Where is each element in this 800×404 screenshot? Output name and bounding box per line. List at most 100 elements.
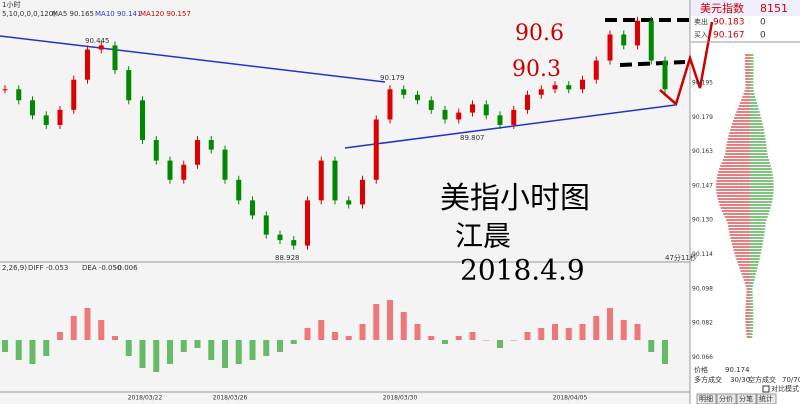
candle [593, 60, 599, 80]
field: DIFF -0.053 [28, 264, 68, 272]
field: -0.006 [115, 264, 138, 272]
candle [305, 200, 310, 246]
macd-bar [428, 336, 435, 340]
candle [153, 140, 159, 161]
axis-label: 90.066 [692, 354, 713, 361]
tab[interactable] [696, 393, 717, 404]
period: 1小时 [2, 0, 20, 9]
candle [511, 109, 517, 125]
macd-bar [497, 340, 503, 348]
support [619, 60, 686, 67]
macd-bar [290, 340, 297, 344]
label: 卖出 [694, 17, 708, 26]
compare[interactable]: 对比模式 [771, 384, 799, 393]
macd-bar [620, 320, 627, 340]
date-label: 2018/03/26 [213, 395, 248, 402]
date-label: 2018/03/22 [128, 395, 163, 402]
macd-bar [538, 328, 545, 340]
tab-label[interactable]: 分笔 [739, 394, 753, 403]
macd-bar [15, 340, 22, 360]
sell-price: 90.183 [713, 18, 745, 28]
macd-bar [359, 324, 366, 340]
annotation: 江晨 [455, 220, 511, 253]
candle [373, 119, 379, 180]
macd-bar [387, 300, 393, 340]
macd-bar [469, 332, 476, 340]
candle [635, 20, 640, 46]
candle [387, 89, 393, 120]
price-label: 88.928 [275, 254, 300, 262]
candle [525, 94, 530, 110]
trendline [344, 104, 676, 149]
field: MA120 90.157 [140, 10, 191, 18]
tab-label[interactable]: 明细 [699, 394, 713, 403]
tab-label[interactable]: 统计 [759, 394, 773, 403]
arrow-path [659, 21, 714, 107]
candle [222, 149, 228, 180]
candle [277, 234, 283, 241]
candle [470, 104, 475, 113]
candle [415, 94, 420, 101]
candle [263, 215, 269, 235]
macd-bar [112, 336, 118, 340]
price: 90.174 [725, 366, 750, 374]
axis-label: 90.179 [692, 114, 713, 121]
macd-bar [249, 340, 256, 360]
macd-bar [2, 340, 8, 352]
candle [43, 115, 49, 125]
macd-bar [455, 336, 462, 340]
macd-bar [70, 316, 77, 340]
tab[interactable] [716, 393, 737, 404]
label: 多方成交 [694, 375, 722, 384]
macd-bar [483, 340, 490, 341]
short: 70/70 [782, 376, 800, 384]
candle [57, 109, 63, 125]
tab[interactable] [756, 393, 777, 404]
tab-label[interactable]: 分价 [719, 394, 733, 403]
candle [2, 89, 8, 91]
candle [98, 45, 104, 50]
macd-bar [607, 308, 613, 340]
date-label: 2018/03/30 [383, 395, 418, 402]
label: 价格 [694, 365, 708, 374]
field: 2,26,9) [2, 264, 27, 272]
macd-bar [318, 320, 325, 340]
candle [621, 34, 627, 46]
countdown: 47分11秒 [665, 253, 697, 262]
macd-bar [662, 340, 668, 364]
symbol-name: 美元指数 [700, 1, 744, 15]
trendline [0, 35, 386, 83]
candle [181, 164, 187, 180]
candle [318, 160, 324, 201]
tab[interactable] [736, 393, 757, 404]
axis-label: 90.098 [692, 285, 713, 292]
macd-bar [222, 340, 228, 368]
candle [250, 200, 255, 216]
candle [112, 45, 118, 71]
candle [346, 200, 352, 205]
field: MA5 90.165 [52, 10, 94, 18]
candle [428, 100, 434, 110]
candle [662, 60, 668, 90]
candle [332, 160, 338, 201]
annotation: 90.6 [515, 21, 564, 46]
macd-bar [648, 340, 655, 352]
macd-bar [579, 324, 586, 340]
candle [401, 89, 407, 95]
macd-bar [208, 340, 215, 360]
macd-bar [57, 332, 63, 340]
date-label: 2018/04/05 [553, 395, 588, 402]
candle [140, 100, 145, 141]
candle [208, 140, 214, 150]
macd-bar [180, 340, 187, 352]
macd-bar [235, 340, 242, 364]
field: DEA -0.050 [82, 264, 121, 272]
macd-bar [263, 340, 270, 356]
buy-vol: 0 [760, 31, 766, 41]
candle [456, 112, 462, 120]
candle [30, 100, 35, 116]
candle [442, 109, 448, 120]
checkbox[interactable] [762, 385, 770, 393]
macd-bar [194, 340, 201, 348]
